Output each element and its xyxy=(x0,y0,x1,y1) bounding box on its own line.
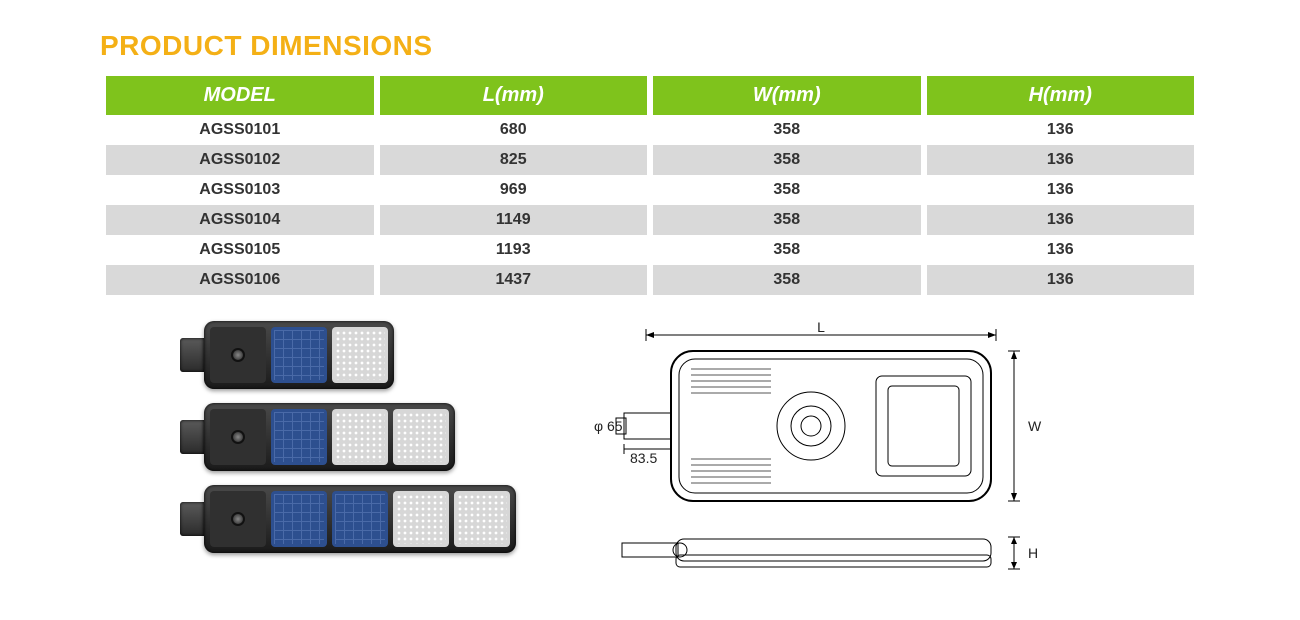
dim-label-W: W xyxy=(1028,418,1042,434)
mount-bracket xyxy=(180,502,204,536)
product-renders xyxy=(180,321,516,553)
table-cell: 1437 xyxy=(380,265,648,295)
led-panel xyxy=(393,491,449,547)
table-cell: 136 xyxy=(927,115,1195,145)
sensor-icon xyxy=(231,348,245,362)
table-row: AGSS01051193358136 xyxy=(106,235,1194,265)
table-cell: AGSS0101 xyxy=(106,115,374,145)
table-cell: 358 xyxy=(653,235,921,265)
led-panel xyxy=(393,409,449,465)
table-cell: 136 xyxy=(927,205,1195,235)
mount-bracket xyxy=(180,338,204,372)
dim-label-diameter: φ 65 xyxy=(594,418,623,434)
technical-diagram: L xyxy=(576,321,1096,591)
table-cell: AGSS0105 xyxy=(106,235,374,265)
table-cell: 1149 xyxy=(380,205,648,235)
solar-panel xyxy=(332,491,388,547)
sensor-slot xyxy=(210,491,266,547)
col-header: H(mm) xyxy=(927,76,1195,115)
table-cell: 969 xyxy=(380,175,648,205)
table-cell: AGSS0102 xyxy=(106,145,374,175)
device-body xyxy=(204,403,455,471)
led-panel xyxy=(332,409,388,465)
table-cell: 825 xyxy=(380,145,648,175)
table-cell: 680 xyxy=(380,115,648,145)
mount-bracket xyxy=(180,420,204,454)
led-panel xyxy=(454,491,510,547)
sensor-icon xyxy=(231,512,245,526)
table-cell: 136 xyxy=(927,235,1195,265)
dim-label-L: L xyxy=(817,321,825,335)
dim-label-offset: 83.5 xyxy=(630,450,657,466)
table-cell: 1193 xyxy=(380,235,648,265)
table-row: AGSS0101680358136 xyxy=(106,115,1194,145)
led-panel xyxy=(332,327,388,383)
table-cell: AGSS0103 xyxy=(106,175,374,205)
solar-panel xyxy=(271,409,327,465)
table-row: AGSS01061437358136 xyxy=(106,265,1194,295)
table-cell: AGSS0104 xyxy=(106,205,374,235)
sensor-slot xyxy=(210,409,266,465)
solar-panel xyxy=(271,491,327,547)
table-cell: 358 xyxy=(653,145,921,175)
figures-row: L xyxy=(100,321,1200,591)
table-row: AGSS0103969358136 xyxy=(106,175,1194,205)
col-header: MODEL xyxy=(106,76,374,115)
table-row: AGSS01041149358136 xyxy=(106,205,1194,235)
dimensions-table: MODELL(mm)W(mm)H(mm) AGSS0101680358136AG… xyxy=(100,76,1200,295)
table-cell: 136 xyxy=(927,175,1195,205)
table-cell: 136 xyxy=(927,265,1195,295)
section-title: PRODUCT DIMENSIONS xyxy=(100,30,1200,62)
table-cell: 358 xyxy=(653,175,921,205)
table-cell: 358 xyxy=(653,265,921,295)
product-render xyxy=(180,403,516,471)
table-cell: 358 xyxy=(653,115,921,145)
dim-label-H: H xyxy=(1028,545,1038,561)
table-cell: 136 xyxy=(927,145,1195,175)
col-header: L(mm) xyxy=(380,76,648,115)
device-body xyxy=(204,321,394,389)
table-cell: AGSS0106 xyxy=(106,265,374,295)
product-render xyxy=(180,321,516,389)
table-row: AGSS0102825358136 xyxy=(106,145,1194,175)
solar-panel xyxy=(271,327,327,383)
product-render xyxy=(180,485,516,553)
table-cell: 358 xyxy=(653,205,921,235)
sensor-icon xyxy=(231,430,245,444)
device-body xyxy=(204,485,516,553)
col-header: W(mm) xyxy=(653,76,921,115)
sensor-slot xyxy=(210,327,266,383)
